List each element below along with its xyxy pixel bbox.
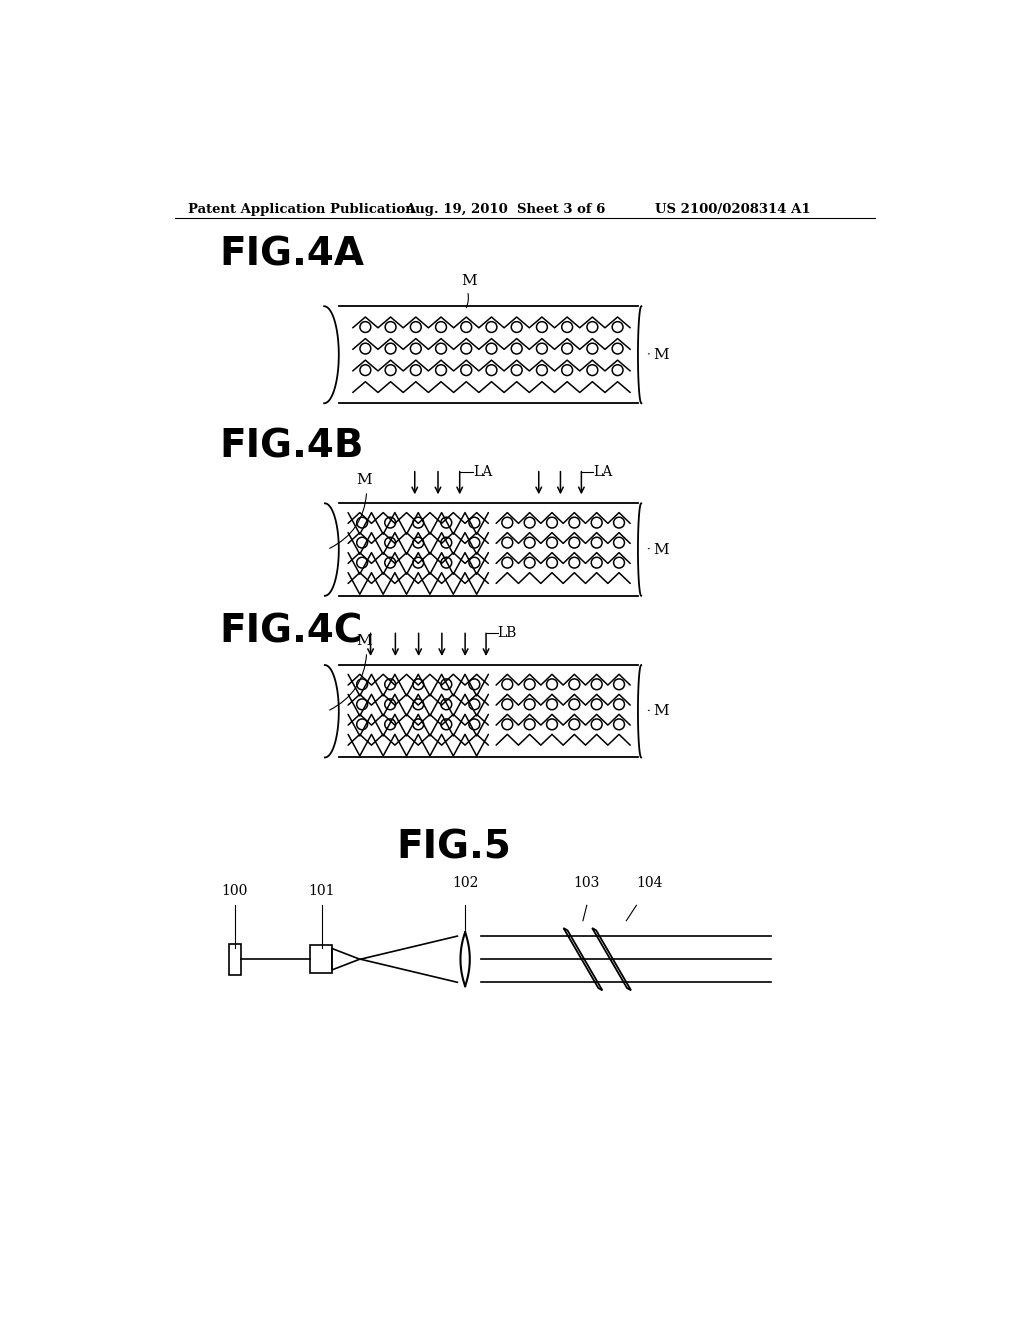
Text: Aug. 19, 2010  Sheet 3 of 6: Aug. 19, 2010 Sheet 3 of 6: [406, 203, 606, 216]
Bar: [228, 944, 241, 974]
Text: FIG.4B: FIG.4B: [219, 428, 364, 466]
Text: M: M: [653, 543, 669, 557]
Text: LB: LB: [498, 627, 517, 640]
Text: 100: 100: [222, 883, 248, 898]
Text: 104: 104: [636, 876, 663, 890]
Text: LA: LA: [473, 465, 493, 479]
Text: LA: LA: [593, 465, 612, 479]
Text: M: M: [356, 473, 372, 487]
Text: Patent Application Publication: Patent Application Publication: [188, 203, 415, 216]
Text: US 2100/0208314 A1: US 2100/0208314 A1: [655, 203, 811, 216]
Text: FIG.4A: FIG.4A: [219, 235, 365, 273]
Text: 101: 101: [308, 883, 335, 898]
Text: 102: 102: [452, 876, 478, 890]
Text: M: M: [461, 273, 477, 288]
Text: M: M: [653, 347, 669, 362]
Text: FIG.5: FIG.5: [396, 829, 511, 866]
Text: 103: 103: [573, 876, 600, 890]
Text: M: M: [653, 705, 669, 718]
Bar: [310, 945, 332, 973]
Text: M: M: [356, 634, 372, 648]
Text: FIG.4C: FIG.4C: [219, 612, 362, 651]
